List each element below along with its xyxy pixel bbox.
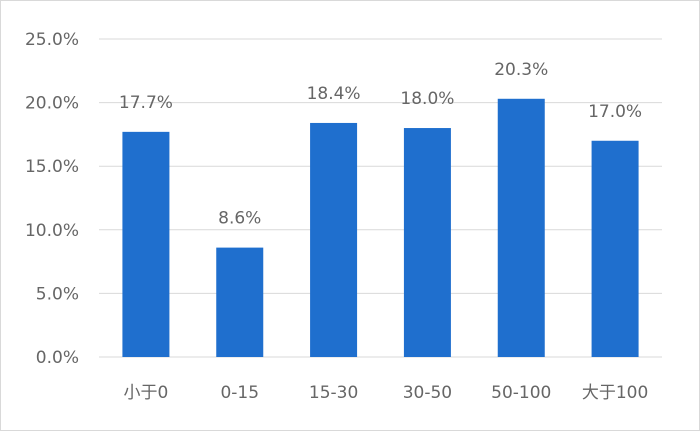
y-tick-label: 10.0% — [25, 221, 79, 241]
data-label: 18.4% — [307, 84, 361, 104]
category-label: 30-50 — [403, 383, 452, 403]
bar — [310, 122, 358, 358]
category-label: 小于0 — [124, 383, 169, 403]
data-label: 17.7% — [119, 93, 173, 113]
bar — [403, 128, 451, 357]
category-label: 0-15 — [220, 383, 259, 403]
data-label: 17.0% — [588, 102, 642, 122]
category-label: 大于100 — [582, 383, 648, 403]
data-label: 18.0% — [400, 89, 454, 109]
y-tick-label: 25.0% — [25, 30, 79, 50]
bars — [122, 98, 639, 358]
y-tick-label: 20.0% — [25, 94, 79, 114]
category-label: 50-100 — [491, 383, 551, 403]
data-labels: 17.7% 8.6% 18.4% 18.0% 20.3% 17.0% — [119, 60, 642, 229]
bar — [497, 98, 545, 357]
bar — [122, 131, 170, 357]
y-tick-label: 5.0% — [36, 284, 79, 304]
x-axis-category-labels: 小于0 0-15 15-30 30-50 50-100 大于100 — [124, 383, 649, 403]
y-tick-label: 0.0% — [36, 348, 79, 368]
data-label: 8.6% — [218, 209, 261, 229]
data-label: 20.3% — [494, 60, 548, 80]
y-tick-label: 15.0% — [25, 157, 79, 177]
bar — [216, 247, 264, 357]
gridlines — [99, 38, 662, 358]
y-axis-tick-labels: 0.0% 5.0% 10.0% 15.0% 20.0% 25.0% — [25, 30, 79, 368]
category-label: 15-30 — [309, 383, 358, 403]
bar — [591, 140, 639, 357]
